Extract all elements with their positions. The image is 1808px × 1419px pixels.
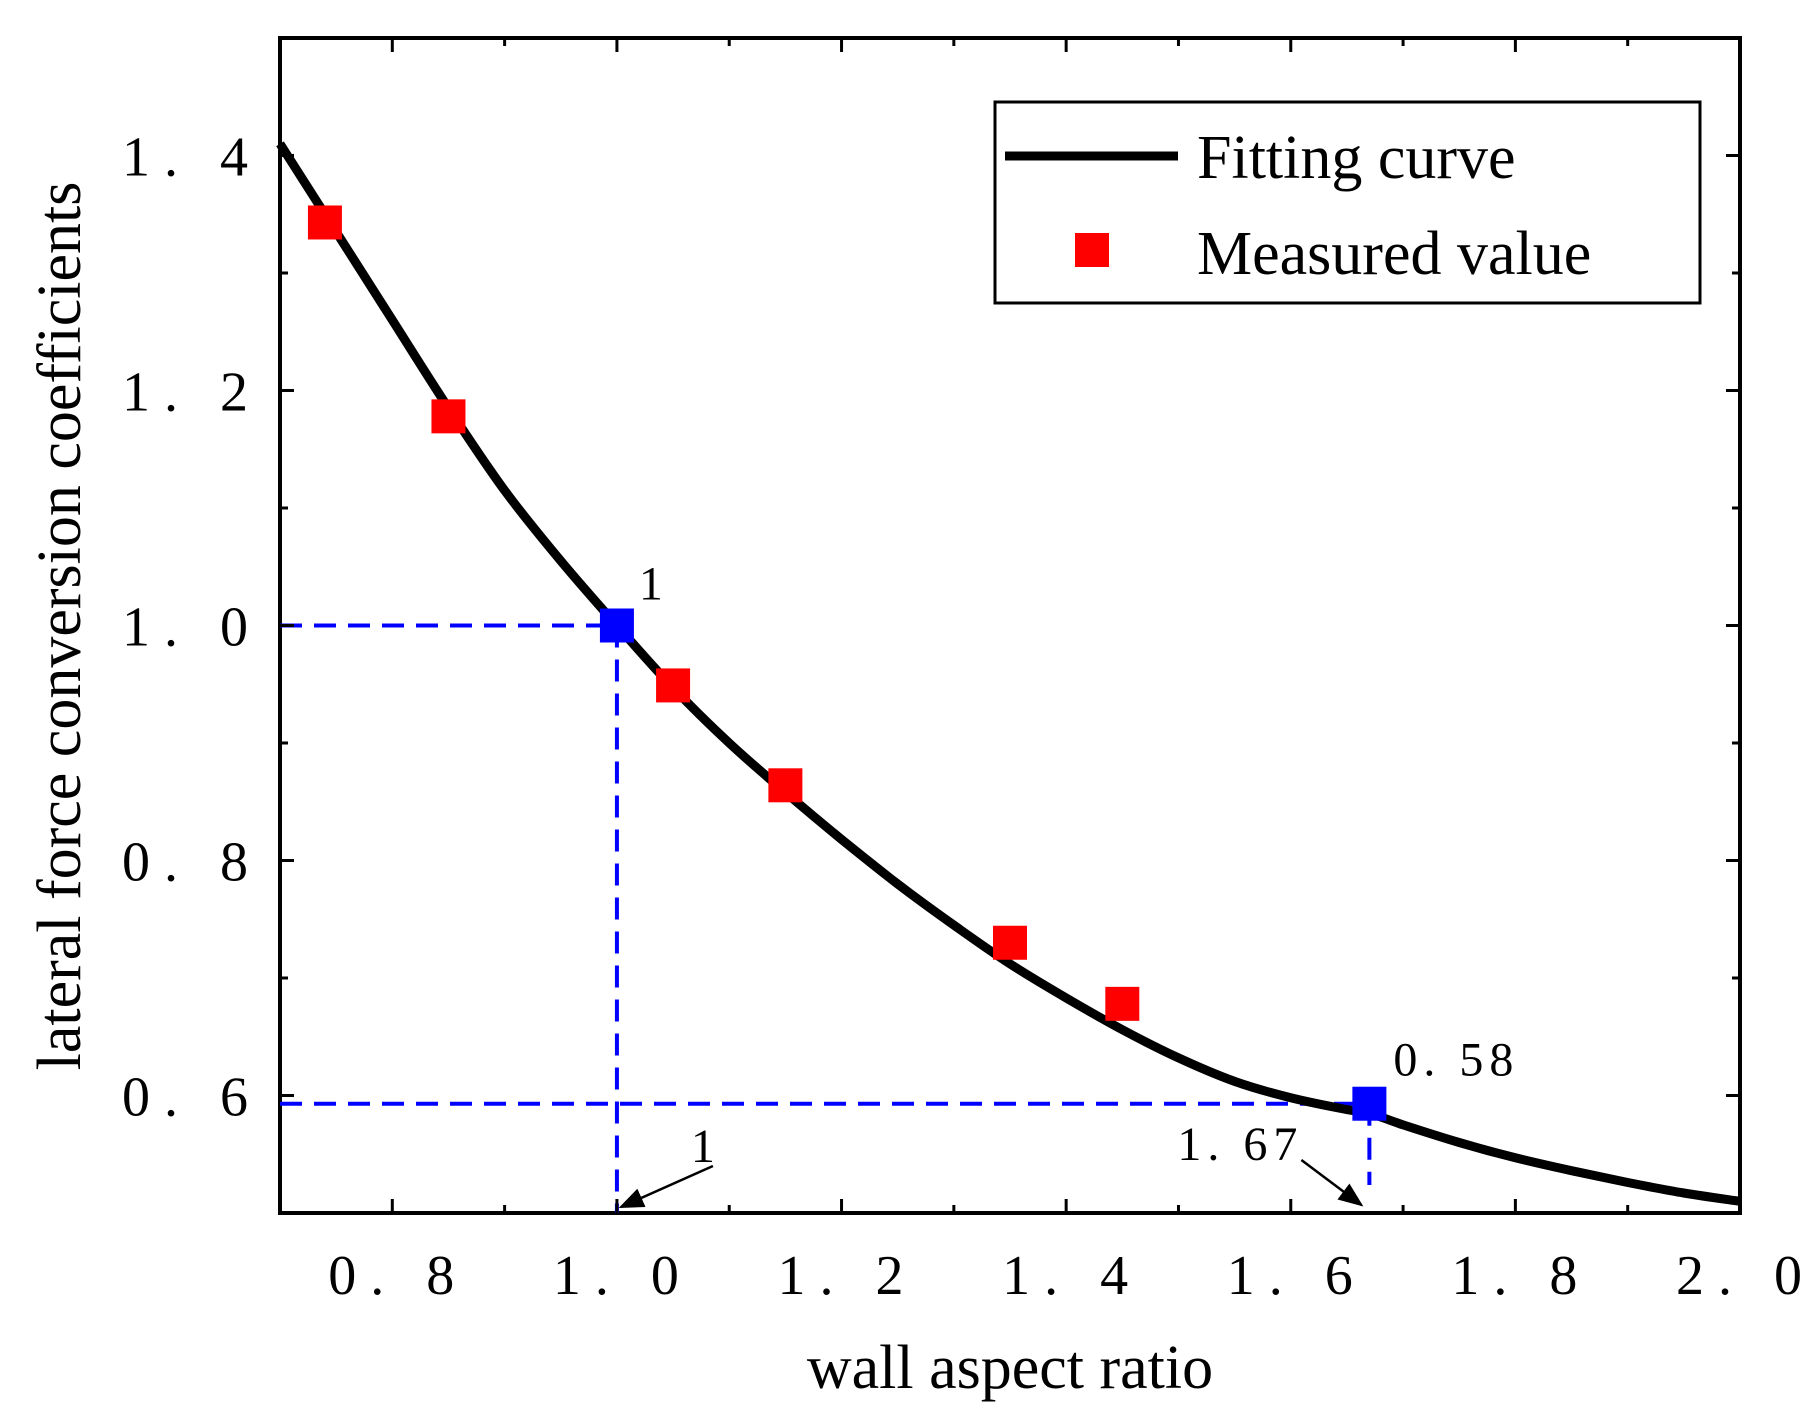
y-tick-label: 0. 6 — [122, 1067, 262, 1129]
y-axis-title: lateral force conversion coefficients — [26, 182, 94, 1071]
measured-markers — [307, 205, 1140, 1021]
y-tick-label: 1. 0 — [122, 597, 262, 659]
measured-point — [1105, 986, 1140, 1021]
measured-point — [656, 668, 691, 703]
y-tick-label: 0. 8 — [122, 832, 262, 894]
y-tick-label: 1. 2 — [122, 362, 262, 424]
x-tick-label: 0. 8 — [328, 1245, 468, 1307]
point-label-0-58: 0. 58 — [1393, 1034, 1519, 1087]
measured-point — [768, 768, 803, 803]
y-tick-label: 1. 4 — [122, 127, 262, 189]
x-tick-labels: 0. 8 1. 0 1. 2 1. 4 1. 6 1. 8 2. 0 — [328, 1245, 1808, 1307]
x-tick-label: 1. 2 — [778, 1245, 918, 1307]
legend-marker-swatch — [1075, 233, 1109, 267]
measured-point — [431, 399, 466, 434]
measured-point — [307, 205, 342, 240]
axis-ticks — [278, 38, 1742, 1213]
arrow-x-1 — [618, 1164, 714, 1209]
legend-box — [993, 100, 1702, 305]
highlight-point — [1352, 1086, 1387, 1121]
highlight-point — [599, 608, 634, 643]
x-tick-label: 1. 4 — [1002, 1245, 1142, 1307]
x-tick-label: 1. 8 — [1451, 1245, 1591, 1307]
fitting-curve-layer — [276, 141, 1741, 1206]
measured-point — [993, 925, 1027, 960]
fitting-curve — [276, 141, 1741, 1206]
legend-label-fitting-curve: Fitting curve — [1197, 124, 1516, 192]
arrow-x-1-67 — [1300, 1159, 1364, 1207]
x-tick-label: 1. 0 — [553, 1245, 693, 1307]
legend-label-measured-value: Measured value — [1197, 220, 1591, 288]
y-tick-labels: 0. 6 0. 8 1. 0 1. 2 1. 4 — [122, 127, 262, 1129]
annotations: 1 0. 58 1 1. 67 — [618, 558, 1519, 1209]
legend: Fitting curve Measured value — [993, 100, 1702, 305]
x-callout-1-67: 1. 67 — [1177, 1118, 1303, 1171]
point-label-1: 1 — [639, 558, 669, 611]
x-tick-label: 2. 0 — [1676, 1245, 1808, 1307]
x-callout-1: 1 — [691, 1120, 721, 1173]
x-tick-label: 1. 6 — [1227, 1245, 1367, 1307]
x-axis-title: wall aspect ratio — [807, 1334, 1213, 1402]
highlight-markers — [599, 608, 1387, 1121]
